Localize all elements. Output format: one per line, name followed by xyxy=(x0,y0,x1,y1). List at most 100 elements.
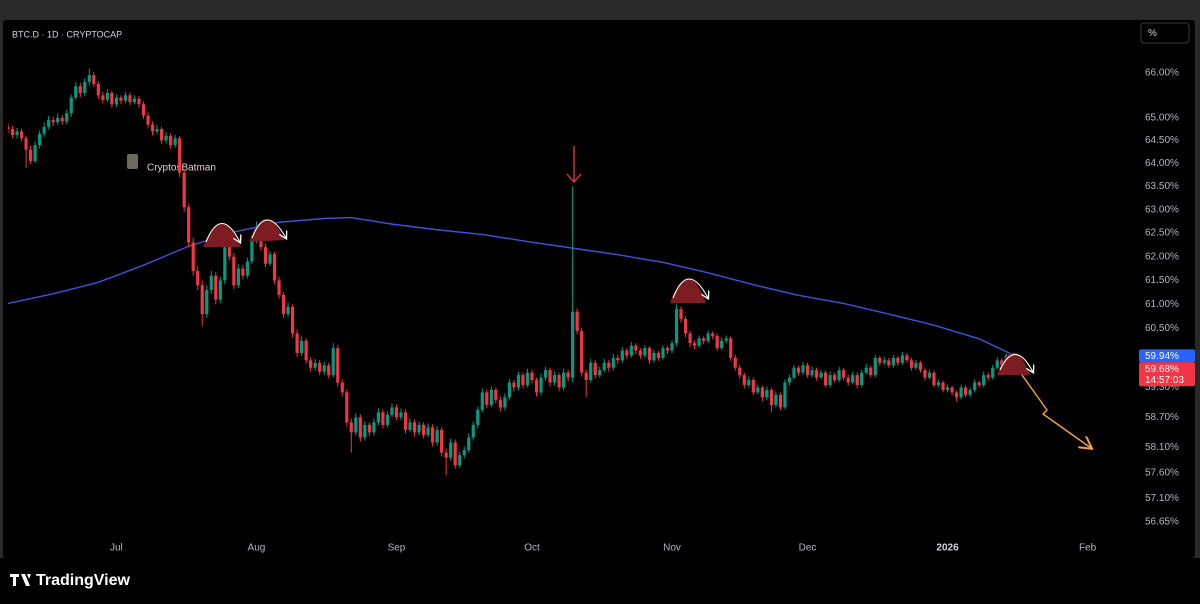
candle-body xyxy=(159,129,164,141)
candle-body xyxy=(968,389,972,395)
candle-body xyxy=(349,422,353,433)
candle-body xyxy=(530,372,534,381)
scale-button-label[interactable]: % xyxy=(1148,28,1157,39)
candle-body xyxy=(173,138,177,146)
candle-body xyxy=(810,370,814,376)
x-tick-label: Aug xyxy=(248,543,266,554)
candle-body xyxy=(801,365,805,373)
candle-body xyxy=(548,370,552,383)
candle-body xyxy=(697,338,701,346)
candle-body xyxy=(182,172,186,208)
candle-body xyxy=(855,375,859,385)
candle-body xyxy=(607,362,611,368)
candle-body xyxy=(309,360,313,368)
candle-body xyxy=(263,247,268,264)
candle-body xyxy=(1000,360,1004,366)
candle-body xyxy=(358,417,362,438)
candle-body xyxy=(372,422,376,433)
candle-body xyxy=(620,350,624,361)
candle-body xyxy=(923,370,927,378)
x-tick-label: Sep xyxy=(388,543,406,554)
candle-body xyxy=(214,275,218,300)
peak-arrow xyxy=(999,353,1033,372)
candle-body xyxy=(765,389,769,398)
candle-body xyxy=(227,247,231,257)
candle-body xyxy=(128,95,132,103)
candle-body xyxy=(702,338,706,341)
candle-body xyxy=(205,290,209,315)
candle-body xyxy=(467,437,471,451)
candle-body xyxy=(711,333,715,336)
candle-body xyxy=(336,348,340,383)
candle-body xyxy=(489,389,493,405)
y-tick-label: 60.50% xyxy=(1145,323,1179,334)
candle-body xyxy=(521,375,525,385)
y-tick-label: 64.00% xyxy=(1145,158,1179,169)
candle-body xyxy=(313,362,317,368)
candle-body xyxy=(905,355,909,361)
y-tick-label: 57.60% xyxy=(1145,468,1179,479)
candle-body xyxy=(462,450,466,456)
candle-body xyxy=(634,345,638,351)
x-tick-label: Feb xyxy=(1079,543,1097,554)
candle-body xyxy=(914,362,918,368)
candle-body xyxy=(991,367,995,378)
candle-body xyxy=(150,124,155,132)
candle-body xyxy=(616,357,620,361)
y-tick-label: 57.10% xyxy=(1145,493,1179,504)
peak-shape xyxy=(670,278,706,303)
candle-body xyxy=(65,113,69,122)
y-tick-label: 65.00% xyxy=(1145,112,1179,123)
peak-arrow xyxy=(251,219,286,238)
candle-body xyxy=(959,387,963,398)
candle-body xyxy=(155,129,159,132)
candle-body xyxy=(629,345,633,356)
candle-body xyxy=(571,311,575,378)
candle-body xyxy=(625,350,629,356)
y-tick-label: 59.30% xyxy=(1145,382,1179,393)
candle-body xyxy=(363,424,367,438)
candle-body xyxy=(593,362,597,376)
candle-body xyxy=(191,242,195,271)
candle-body xyxy=(10,129,15,136)
candle-body xyxy=(322,365,326,372)
candle-body xyxy=(60,117,64,122)
candle-body xyxy=(15,131,19,136)
candle-body xyxy=(318,362,322,372)
candle-body xyxy=(787,377,792,383)
chart-title: BTC.D · 1D · CRYPTOCAP xyxy=(12,29,122,39)
candle-body xyxy=(842,370,846,378)
candle-body xyxy=(47,120,51,127)
x-tick-label: 2026 xyxy=(936,543,959,554)
candle-body xyxy=(833,375,837,381)
candle-body xyxy=(345,392,349,423)
price-label-box xyxy=(1139,362,1195,387)
candle-body xyxy=(42,126,46,134)
price-label-box xyxy=(1139,349,1195,363)
candle-body xyxy=(589,362,593,381)
candle-body xyxy=(760,387,764,398)
candle-body xyxy=(114,97,119,105)
candle-body xyxy=(33,145,37,162)
candle-body xyxy=(503,397,507,408)
footer xyxy=(0,558,1200,604)
candle-body xyxy=(525,372,530,385)
candle-body xyxy=(146,115,150,125)
candle-body xyxy=(96,84,100,96)
candle-body xyxy=(909,360,914,368)
scale-button[interactable] xyxy=(1140,22,1190,44)
candle-body xyxy=(823,372,828,385)
candle-body xyxy=(471,424,475,438)
brand-icon xyxy=(10,574,31,586)
candle-body xyxy=(878,357,882,363)
candle-body xyxy=(340,382,344,393)
candle-body xyxy=(28,149,33,162)
candle-body xyxy=(756,387,760,393)
candle-body xyxy=(792,367,796,378)
y-tick-label: 62.00% xyxy=(1145,251,1179,262)
candle-body xyxy=(598,370,602,376)
candle-body xyxy=(440,429,444,453)
watermark: CryptosBatman xyxy=(147,163,216,174)
candle-body xyxy=(24,138,28,150)
